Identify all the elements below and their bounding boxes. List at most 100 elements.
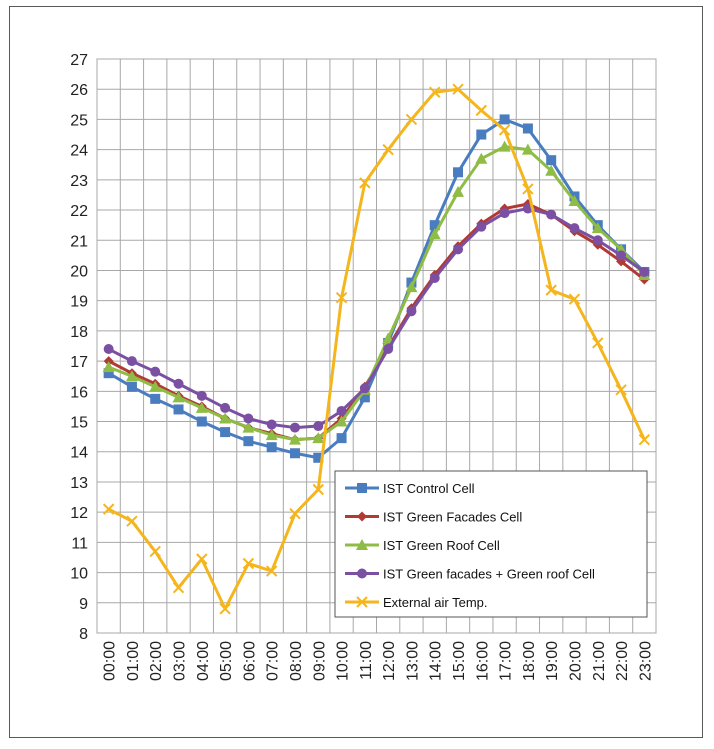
data-point [546, 209, 557, 220]
data-point [591, 222, 604, 234]
data-point [220, 402, 231, 413]
x-marker-stroke [219, 603, 231, 615]
data-point [219, 603, 231, 615]
legend-box [334, 470, 648, 618]
data-point [545, 284, 557, 296]
x-marker-stroke [242, 557, 255, 570]
y-tick-label: 19 [70, 294, 88, 311]
x-marker-stroke [149, 545, 161, 558]
legend-item: IST Green Facades Cell [345, 510, 522, 525]
data-point [149, 545, 161, 558]
data-point [359, 177, 371, 189]
data-point [289, 448, 300, 459]
x-tick-label: 18:00 [521, 641, 538, 681]
y-tick-label: 13 [70, 475, 88, 492]
data-point [336, 405, 347, 416]
data-point [196, 553, 208, 565]
y-tick-label: 21 [70, 233, 88, 250]
y-tick-label: 26 [70, 82, 88, 99]
x-tick-label: 07:00 [265, 641, 282, 681]
x-tick-label: 11:00 [358, 641, 375, 680]
y-tick-label: 17 [70, 354, 88, 371]
x-marker-stroke [359, 177, 371, 189]
legend-label: IST Control Cell [383, 481, 475, 496]
data-point [243, 436, 254, 447]
data-point [126, 515, 138, 527]
data-point [498, 124, 511, 136]
legend-item: IST Green facades + Green roof Cell [345, 567, 595, 582]
data-point [103, 344, 114, 355]
data-point [242, 557, 255, 570]
data-point [243, 413, 254, 424]
data-point [615, 384, 627, 396]
y-tick-label: 15 [70, 415, 88, 432]
data-point [126, 381, 137, 392]
y-tick-label: 16 [70, 384, 88, 401]
data-point [429, 220, 440, 231]
data-point [639, 266, 650, 277]
legend-marker [356, 539, 368, 550]
y-tick-label: 18 [70, 324, 88, 341]
data-point [125, 370, 138, 382]
data-point [476, 129, 487, 140]
data-point [498, 140, 511, 152]
legend-marker [356, 596, 368, 608]
data-point [266, 442, 277, 453]
x-tick-label: 14:00 [428, 641, 445, 681]
y-tick-label: 10 [70, 566, 88, 583]
data-point [336, 433, 347, 444]
x-marker-stroke [522, 183, 534, 195]
data-point [568, 194, 581, 206]
data-point [289, 507, 301, 520]
legend-label: IST Green facades + Green roof Cell [383, 567, 595, 582]
y-tick-label: 12 [70, 505, 88, 522]
x-marker-stroke [196, 553, 208, 565]
data-point [335, 291, 348, 304]
y-tick-label: 20 [70, 263, 88, 280]
x-marker-stroke [475, 104, 488, 117]
x-marker-stroke [429, 86, 441, 98]
x-marker-stroke [545, 284, 557, 296]
x-tick-label: 05:00 [218, 641, 235, 681]
x-marker-stroke [312, 483, 324, 496]
data-point [313, 421, 324, 432]
x-tick-label: 02:00 [148, 641, 165, 681]
x-marker-stroke [568, 293, 581, 305]
data-point [150, 393, 161, 404]
series-layer [102, 83, 651, 615]
data-point [219, 412, 232, 424]
series-3 [103, 203, 650, 433]
x-marker-stroke [126, 515, 138, 527]
data-point [103, 356, 114, 367]
data-point [313, 452, 324, 463]
x-marker-stroke [102, 503, 115, 515]
data-point [382, 143, 394, 156]
data-point [196, 390, 207, 401]
x-tick-label: 19:00 [544, 641, 561, 681]
legend-item: External air Temp. [345, 595, 488, 610]
data-point [405, 281, 418, 293]
data-point [453, 244, 464, 255]
x-marker-stroke [335, 291, 348, 304]
x-tick-label: 03:00 [172, 641, 189, 681]
chart-frame: 8 9 10 11 12 13 14 15 16 17 18 19 20 21 22 23 24 25 26 27 0… [9, 6, 703, 738]
x-tick-label: 15:00 [451, 641, 468, 681]
data-point [242, 421, 255, 433]
y-axis-ticks: 8 9 10 11 12 13 14 15 16 17 18 19 20 21 22 23 24 25 26 27 [70, 52, 88, 643]
legend-item: IST Control Cell [345, 481, 475, 496]
data-point [383, 344, 394, 355]
legend-label: External air Temp. [383, 595, 488, 610]
y-tick-label: 14 [70, 445, 88, 462]
x-marker-stroke [615, 384, 627, 396]
x-marker-stroke [592, 337, 604, 349]
x-tick-label: 16:00 [474, 641, 491, 681]
legend-marker [357, 483, 367, 493]
x-tick-label: 23:00 [637, 641, 654, 681]
data-point [382, 332, 395, 344]
data-point [616, 250, 627, 261]
x-tick-label: 01:00 [125, 641, 142, 681]
data-point [406, 306, 417, 317]
data-point [452, 83, 464, 95]
line-chart: 8 9 10 11 12 13 14 15 16 17 18 19 20 21 22 23 24 25 26 27 0… [70, 52, 657, 681]
series-line [108, 145, 646, 442]
